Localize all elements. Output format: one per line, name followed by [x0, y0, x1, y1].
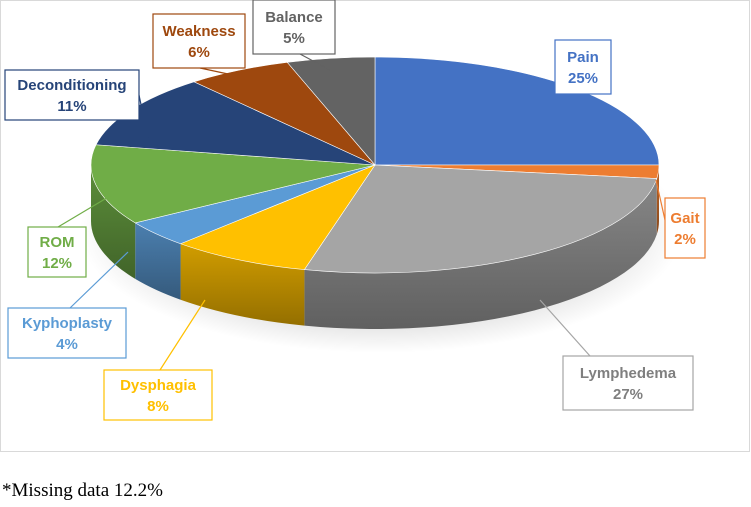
callout-leader: [69, 251, 129, 309]
slice-balance: [286, 56, 376, 166]
callout-box: [252, 0, 336, 55]
slice-lymphedema: [303, 164, 658, 274]
percent-label: 4%: [56, 336, 78, 353]
callout-box: [103, 369, 213, 421]
slice-pain: [374, 56, 660, 166]
slice-rom: [90, 144, 376, 224]
callout-pain: Pain 25%: [519, 39, 612, 95]
percent-label: 8%: [147, 398, 169, 415]
callout-box: [152, 13, 246, 69]
callout-leader: [159, 299, 206, 371]
percent-label: 6%: [188, 44, 210, 61]
slice-side-gait: [656, 165, 659, 235]
category-label: Weakness: [162, 23, 235, 40]
callout-box: [664, 197, 706, 259]
callout-leader: [539, 299, 591, 357]
category-label: Balance: [265, 9, 323, 26]
callout-leader: [57, 195, 111, 228]
callout-box: [27, 226, 87, 278]
slice-dysphagia: [179, 164, 376, 270]
callout-leader: [138, 94, 149, 139]
callout-leader: [655, 179, 666, 221]
percent-label: 5%: [283, 30, 305, 47]
category-label: Kyphoplasty: [22, 315, 113, 332]
callout-lymphedema: Lymphedema 27%: [539, 299, 694, 411]
callout-deconditioning: Deconditioning 11%: [4, 69, 149, 139]
slice-side-kyphoplasty: [135, 222, 181, 300]
category-label: Deconditioning: [17, 77, 126, 94]
percent-label: 11%: [57, 98, 86, 115]
callout-box: [554, 39, 612, 95]
percent-label: 12%: [42, 255, 72, 272]
callout-rom: ROM 12%: [27, 195, 111, 278]
callout-dysphagia: Dysphagia 8%: [103, 299, 213, 421]
slice-side-lymphedema: [304, 178, 657, 329]
callout-box: [4, 69, 140, 121]
percent-label: 25%: [568, 70, 598, 87]
category-label: Pain: [567, 49, 599, 66]
footnote: *Missing data 12.2%: [2, 480, 163, 501]
slice-side-dysphagia: [180, 243, 305, 326]
callout-kyphoplasty: Kyphoplasty 4%: [7, 251, 129, 359]
category-label: ROM: [40, 234, 75, 251]
category-label: Dysphagia: [120, 377, 197, 394]
percent-label: 2%: [674, 231, 696, 248]
callout-box: [7, 307, 127, 359]
callout-leader: [199, 67, 229, 75]
callout-weakness: Weakness 6%: [152, 13, 246, 75]
callout-gait: Gait 2%: [655, 179, 706, 259]
percent-label: 27%: [613, 386, 643, 403]
category-label: Gait: [670, 210, 699, 227]
slice-side-rom: [91, 165, 136, 279]
callout-balance: Balance 5%: [252, 0, 336, 71]
category-label: Lymphedema: [580, 365, 677, 382]
pie-chart: Pain 25% Gait 2% Lymphedema 27% Dysphagia 8% Kyp…: [4, 0, 706, 421]
callout-leader: [299, 53, 331, 71]
callout-box: [562, 355, 694, 411]
